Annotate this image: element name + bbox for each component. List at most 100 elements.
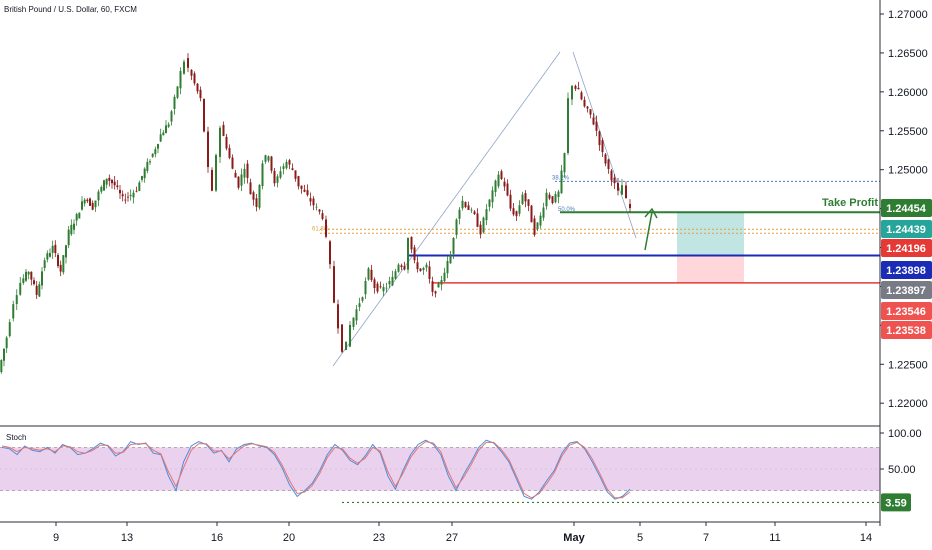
- candle-body: [306, 190, 309, 196]
- arrow-head: [644, 207, 658, 219]
- candle-body: [515, 211, 518, 217]
- candle-body: [8, 322, 11, 337]
- candle-body: [589, 109, 592, 115]
- candle-body: [12, 304, 15, 319]
- x-tick-label: 20: [283, 532, 295, 544]
- candle-body: [215, 155, 217, 191]
- candle-body: [159, 134, 162, 142]
- candle-body: [249, 182, 252, 195]
- candle-body: [264, 155, 267, 162]
- candle-body: [400, 265, 403, 268]
- price-badge: [881, 220, 932, 238]
- candle-body: [207, 131, 209, 168]
- candle-body: [78, 212, 81, 219]
- candle-body: [345, 341, 347, 350]
- candle-body: [560, 170, 563, 194]
- candle-body: [59, 264, 62, 272]
- candle-body: [577, 87, 580, 90]
- x-tick-label: 14: [860, 532, 872, 544]
- candle-body: [162, 132, 165, 136]
- candle-body: [548, 194, 551, 199]
- candle-body: [15, 295, 18, 305]
- candle-body: [595, 121, 598, 131]
- candle-body: [536, 222, 539, 230]
- candle-body: [54, 244, 57, 254]
- candle-body: [391, 276, 394, 286]
- candle-body: [288, 160, 291, 165]
- candle-body: [0, 360, 3, 373]
- candle-body: [193, 73, 196, 84]
- candle-body: [476, 213, 479, 227]
- candle-body: [3, 348, 5, 361]
- candle-body: [183, 61, 185, 74]
- candle-body: [329, 241, 331, 265]
- candle-body: [443, 272, 446, 282]
- candle-body: [563, 153, 566, 173]
- y-tick-label: 1.25500: [888, 126, 928, 138]
- candle-body: [557, 191, 560, 198]
- candle-body: [482, 217, 485, 233]
- price-series: [0, 53, 631, 374]
- candle-body: [410, 236, 413, 250]
- candle-body: [379, 286, 382, 288]
- candle-body: [337, 304, 339, 329]
- price-badge-label: 1.23538: [886, 325, 926, 337]
- stoch-badge-label: 3.59: [885, 497, 906, 509]
- candle-body: [341, 324, 343, 352]
- candle-body: [146, 161, 149, 171]
- price-badge: [881, 239, 932, 257]
- candle-body: [610, 170, 613, 181]
- candle-body: [240, 174, 243, 186]
- candle-body: [574, 85, 577, 89]
- candle-body: [440, 280, 443, 285]
- candle-body: [119, 189, 121, 194]
- candle-body: [485, 209, 488, 221]
- candle-body: [533, 218, 536, 235]
- candle-body: [397, 264, 400, 272]
- candle-body: [43, 260, 46, 269]
- candle-body: [25, 271, 27, 281]
- candle-body: [509, 194, 512, 209]
- y-tick-label: 1.25000: [888, 165, 928, 177]
- candle-body: [325, 219, 327, 237]
- stoch-tick-label: 100.00: [888, 428, 922, 440]
- candle-body: [285, 161, 288, 169]
- candle-body: [458, 209, 461, 219]
- candle-body: [598, 131, 601, 146]
- candle-body: [237, 176, 240, 188]
- candle-body: [629, 203, 631, 209]
- candle-body: [187, 58, 189, 68]
- stoch-badge: [881, 493, 911, 512]
- candle-body: [551, 196, 554, 204]
- candle-body: [246, 163, 249, 178]
- candle-body: [592, 117, 595, 125]
- candle-body: [539, 215, 542, 226]
- candle-body: [518, 205, 521, 214]
- candle-body: [370, 269, 373, 280]
- candle-body: [151, 153, 154, 157]
- candle-body: [431, 281, 434, 292]
- candle-body: [545, 192, 548, 207]
- candle-body: [512, 208, 515, 215]
- candle-body: [279, 171, 282, 178]
- candle-body: [222, 124, 225, 136]
- candle-body: [46, 253, 49, 260]
- trade-zones: [677, 212, 744, 283]
- fib-500-label: 50.0%: [558, 207, 576, 213]
- candle-body: [416, 262, 419, 270]
- candle-body: [27, 271, 30, 275]
- price-badges: 1.24454 1.24439 1.24196 1.23898 1.23897 1.235…: [881, 199, 932, 512]
- candle-body: [282, 166, 285, 169]
- candle-body: [154, 149, 157, 155]
- price-badge-label: 1.24196: [886, 243, 926, 255]
- candle-body: [376, 283, 379, 292]
- candle-body: [571, 85, 573, 100]
- candle-body: [261, 163, 264, 187]
- candle-body: [124, 199, 127, 201]
- candle-body: [67, 229, 70, 246]
- candle-body: [497, 174, 500, 187]
- candle-body: [276, 176, 279, 183]
- candle-body: [121, 194, 124, 197]
- candle-body: [51, 245, 54, 253]
